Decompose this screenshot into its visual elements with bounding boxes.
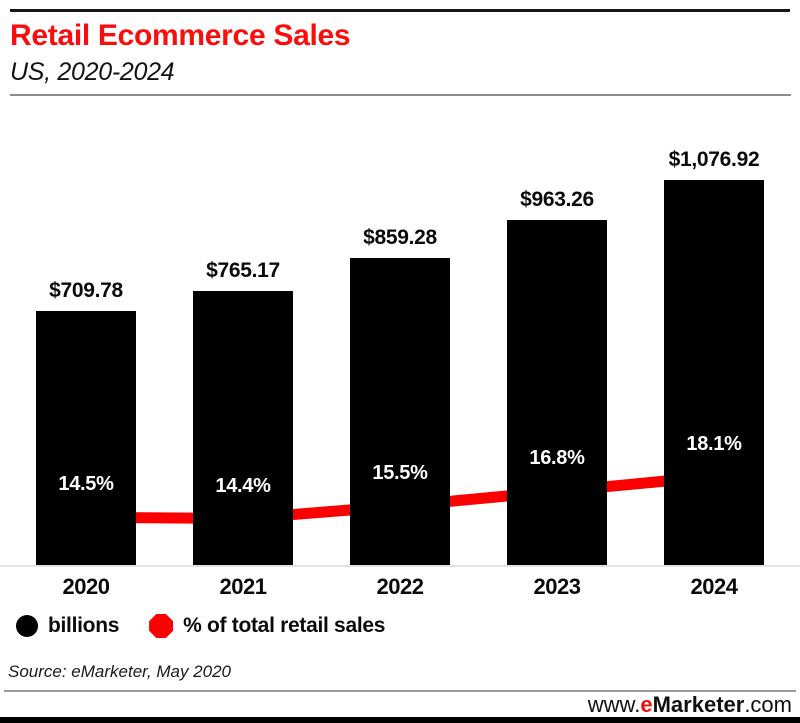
site-suffix: .com <box>744 692 792 717</box>
bar-2021 <box>193 291 293 565</box>
x-axis-label-2023: 2023 <box>533 574 581 599</box>
source-note: Source: eMarketer, May 2020 <box>8 662 232 681</box>
x-axis-label-2020: 2020 <box>62 574 110 599</box>
x-axis-labels: 2020 2021 2022 2023 2024 <box>0 574 800 602</box>
bar-2023 <box>507 220 607 565</box>
bottom-bar <box>0 717 800 723</box>
site-brand: Marketer <box>652 692 745 717</box>
top-rule <box>10 9 790 12</box>
legend-label: billions <box>48 614 120 637</box>
legend-label: % of total retail sales <box>183 614 386 637</box>
billions-circle-icon <box>16 615 38 637</box>
x-axis-label-2021: 2021 <box>219 574 267 599</box>
site-prefix: www. <box>587 692 641 717</box>
bar-value-label: $963.26 <box>520 188 594 212</box>
website-url: www.eMarketer.com <box>588 692 792 718</box>
bar-value-label: $709.78 <box>49 279 123 303</box>
bar-value-label: $859.28 <box>363 225 437 249</box>
bar-value-label: $765.17 <box>206 259 280 283</box>
bar-value-label: $1,076.92 <box>668 147 760 171</box>
chart-title: Retail Ecommerce Sales <box>10 19 351 52</box>
legend-item-billions: billions <box>16 614 119 638</box>
pct-value-label: 15.5% <box>372 462 428 484</box>
chart-subtitle: US, 2020-2024 <box>10 58 175 86</box>
bar-2024 <box>664 179 764 565</box>
pct-value-label: 18.1% <box>686 432 742 455</box>
bar-2022 <box>350 257 450 565</box>
x-axis-label-2022: 2022 <box>376 574 424 599</box>
legend: billions % of total retail sales <box>16 614 385 638</box>
percent-octagon-icon <box>149 614 174 638</box>
x-axis-label-2024: 2024 <box>690 574 738 599</box>
bar-2020 <box>36 311 136 565</box>
plot-area: $709.78 $765.17 $859.28 $963.26 $1,076.92 14.… <box>0 100 800 567</box>
pct-value-label: 16.8% <box>529 447 585 470</box>
pct-value-label: 14.4% <box>215 474 271 497</box>
pct-value-label: 14.5% <box>58 473 114 496</box>
site-e: e <box>640 692 653 717</box>
header-divider <box>10 94 791 96</box>
legend-item-pct-retail: % of total retail sales <box>149 614 385 638</box>
footer-divider <box>4 690 796 692</box>
